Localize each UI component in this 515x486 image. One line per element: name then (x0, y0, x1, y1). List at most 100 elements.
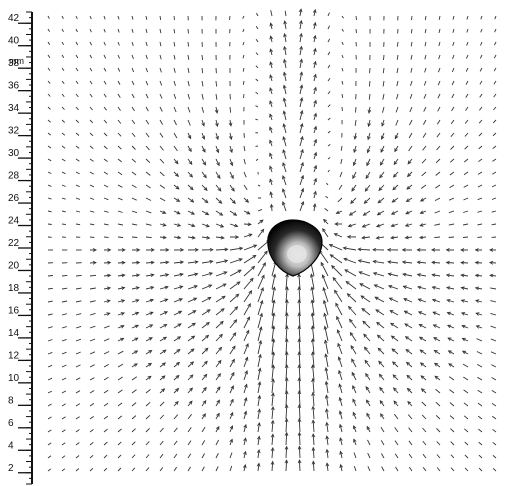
velocity-arrow (118, 94, 120, 98)
y-tick-label: 18 (8, 283, 20, 294)
velocity-arrow (132, 429, 136, 432)
velocity-arrow (409, 441, 412, 445)
velocity-arrow (244, 94, 245, 98)
velocity-arrow (494, 42, 496, 45)
velocity-arrow (62, 172, 65, 174)
velocity-arrow (118, 55, 120, 59)
velocity-arrow (174, 146, 177, 151)
velocity-arrow (160, 402, 164, 406)
velocity-arrow (118, 159, 122, 162)
velocity-arrow (188, 414, 192, 419)
velocity-arrow (397, 81, 398, 86)
y-tick-label: 8 (8, 395, 14, 406)
velocity-arrow (76, 81, 78, 84)
velocity-arrow (76, 443, 79, 446)
velocity-arrow (48, 211, 52, 212)
velocity-arrow (118, 377, 123, 380)
velocity-arrow (62, 81, 64, 84)
velocity-arrow (48, 198, 52, 199)
velocity-arrow (355, 120, 356, 126)
velocity-arrow (409, 428, 412, 432)
velocity-arrow (48, 417, 52, 419)
velocity-arrow (436, 415, 440, 419)
velocity-arrow (491, 339, 496, 341)
velocity-arrow (328, 131, 330, 133)
velocity-arrow (299, 391, 300, 406)
velocity-arrow (62, 314, 67, 315)
velocity-arrow (188, 454, 191, 458)
velocity-arrow (450, 416, 454, 419)
velocity-arrow (409, 133, 412, 138)
velocity-arrow (271, 10, 272, 16)
velocity-arrow (453, 55, 455, 59)
velocity-arrow (342, 81, 343, 85)
velocity-arrow (48, 443, 51, 445)
velocity-arrow (342, 29, 344, 32)
velocity-arrow (465, 133, 468, 136)
velocity-arrow (411, 55, 412, 60)
velocity-arrow (490, 288, 496, 289)
velocity-arrow (368, 453, 370, 458)
velocity-arrow (146, 29, 147, 33)
velocity-arrow (48, 133, 51, 135)
velocity-arrow (146, 133, 149, 137)
velocity-arrow (174, 133, 177, 138)
velocity-arrow (436, 159, 440, 163)
velocity-arrow (463, 377, 468, 380)
velocity-arrow (118, 16, 119, 19)
velocity-arrow (104, 68, 106, 71)
velocity-arrow (174, 441, 177, 445)
velocity-arrow (48, 456, 51, 458)
velocity-arrow (132, 107, 135, 111)
velocity-arrow (62, 378, 66, 380)
velocity-arrow (48, 172, 51, 174)
velocity-arrow (479, 468, 482, 471)
velocity-arrow (104, 429, 108, 432)
velocity-arrow (421, 185, 426, 189)
velocity-arrow (160, 172, 164, 176)
velocity-arrow (132, 377, 137, 380)
velocity-arrow (118, 29, 119, 33)
velocity-arrow (477, 339, 482, 341)
velocity-arrow (188, 94, 190, 99)
velocity-arrow (104, 133, 107, 136)
velocity-arrow (202, 94, 203, 100)
velocity-arrow (48, 55, 50, 58)
y-tick-label: 22 (8, 238, 20, 249)
velocity-arrow (160, 120, 163, 125)
velocity-arrow (118, 81, 120, 85)
velocity-arrow (328, 26, 330, 29)
velocity-arrow (256, 106, 259, 107)
y-tick-label: 2 (8, 463, 14, 474)
velocity-arrow (321, 263, 328, 276)
velocity-arrow (48, 391, 52, 393)
velocity-arrow (62, 211, 66, 212)
velocity-arrow (481, 16, 482, 19)
velocity-arrow (345, 270, 356, 276)
velocity-arrow (479, 120, 482, 123)
velocity-arrow (202, 81, 203, 86)
velocity-arrow (256, 159, 258, 161)
velocity-arrow (90, 455, 93, 458)
velocity-arrow (424, 81, 426, 86)
velocity-arrow (76, 378, 80, 380)
velocity-arrow (174, 29, 175, 33)
velocity-arrow (243, 68, 244, 72)
velocity-arrow (465, 442, 468, 445)
velocity-arrow (478, 159, 482, 162)
velocity-arrow (480, 55, 482, 58)
velocity-arrow (480, 68, 482, 71)
velocity-arrow (299, 433, 300, 445)
velocity-arrow (410, 94, 412, 99)
velocity-arrow (76, 314, 81, 315)
velocity-arrow (478, 416, 482, 419)
velocity-arrow (216, 466, 218, 471)
velocity-arrow (478, 429, 482, 432)
velocity-arrow (132, 211, 137, 213)
y-tick-label: 40 (8, 36, 20, 47)
velocity-arrow (492, 390, 496, 393)
velocity-arrow (396, 107, 398, 112)
velocity-arrow (422, 172, 426, 176)
velocity-arrow (188, 107, 190, 112)
velocity-arrow (146, 185, 151, 188)
